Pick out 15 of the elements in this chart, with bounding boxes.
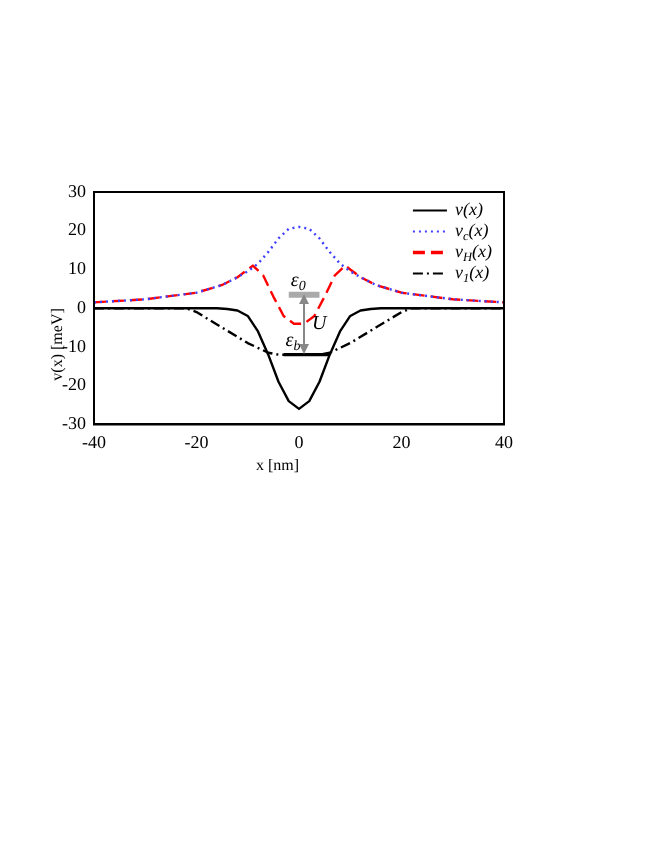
y-tick-label: 30 (67, 180, 87, 201)
x-axis-title: x [nm] (255, 456, 300, 475)
y-tick-label: 0 (76, 296, 87, 317)
x-tick-label: 20 (392, 431, 412, 452)
y-tick-label: 10 (67, 258, 87, 279)
x-tick-label: -40 (81, 431, 107, 452)
x-tick-label: 0 (294, 431, 305, 452)
y-tick-label: -10 (61, 335, 87, 356)
x-tick-label: -20 (184, 431, 210, 452)
y-tick-label: -30 (61, 413, 87, 434)
y-tick-label: 20 (67, 219, 87, 240)
x-tick-label: 40 (495, 431, 514, 452)
legend-label: v(x) (454, 199, 483, 220)
annotation: U (312, 312, 329, 335)
y-tick-label: -20 (61, 374, 87, 395)
